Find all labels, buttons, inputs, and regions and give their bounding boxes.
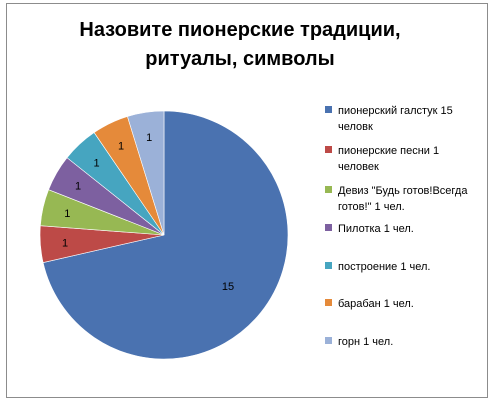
legend-swatch-1 <box>325 106 332 113</box>
chart-title-line-1: Назовите пионерские традиции, <box>79 19 401 41</box>
legend-label-7: горн 1 чел. <box>338 336 394 348</box>
chart-title: Назовите пионерские традиции, ритуалы, с… <box>40 16 440 74</box>
pie-slice-7 <box>127 110 165 236</box>
pie-slice-1 <box>42 110 289 360</box>
legend-swatch-7 <box>325 337 332 344</box>
data-label-5: 1 <box>93 157 99 169</box>
data-label-4: 1 <box>75 180 81 192</box>
legend-label-3: Девиз "Будь готов!Всегда готов!" 1 чел. <box>338 185 468 213</box>
data-label-6: 1 <box>118 141 124 153</box>
legend-label-6: барабан 1 чел. <box>338 298 414 310</box>
legend-label-4: Пилотка 1 чел. <box>338 223 414 235</box>
legend-swatch-6 <box>325 299 332 306</box>
legend-swatch-3 <box>325 186 332 193</box>
data-label-1: 15 <box>222 281 234 293</box>
legend-label-5: построение 1 чел. <box>338 261 431 273</box>
legend-swatch-2 <box>325 146 332 153</box>
chart-title-line-2: ритуалы, символы <box>145 48 335 70</box>
legend-label-1: пионерский галстук 15 человк <box>338 105 453 133</box>
data-label-2: 1 <box>62 237 68 249</box>
data-label-3: 1 <box>64 208 70 220</box>
data-label-7: 1 <box>146 132 152 144</box>
legend-swatch-4 <box>325 224 332 231</box>
legend-swatch-5 <box>325 262 332 269</box>
legend-label-2: пионерские песни 1 человек <box>338 145 440 173</box>
